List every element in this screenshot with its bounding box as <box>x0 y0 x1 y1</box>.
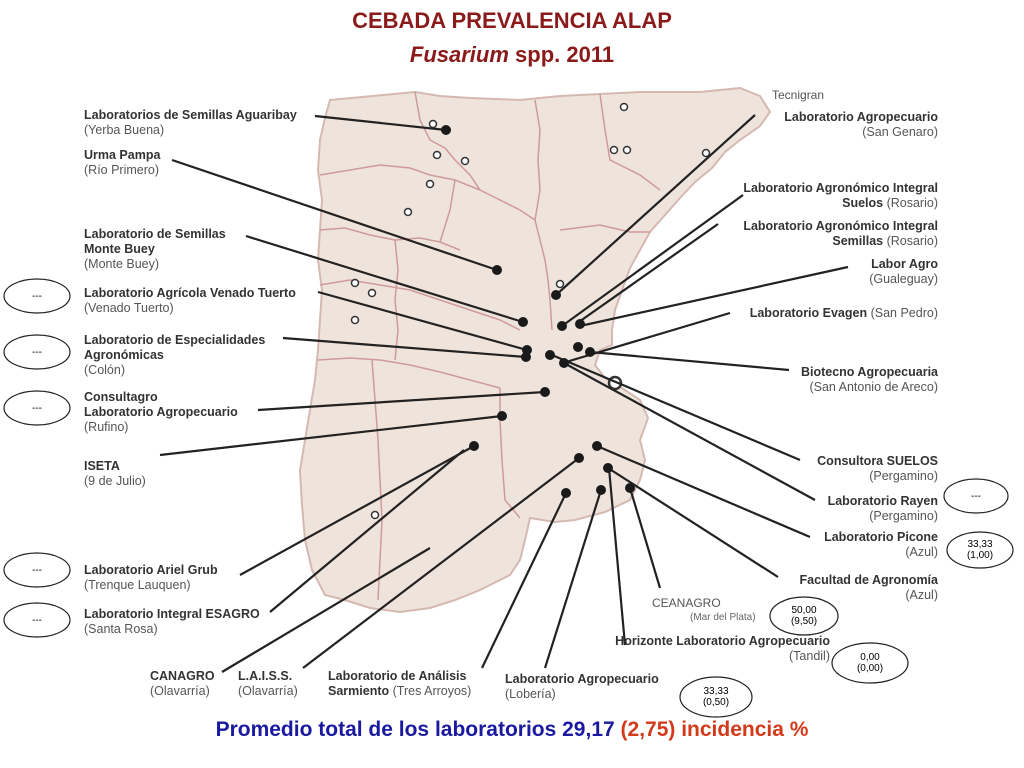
label-tecnigran: Tecnigran <box>772 88 825 102</box>
lab-semillas-rosario: Laboratorio Agronómico Integral Semillas … <box>743 219 938 248</box>
lab-monte-buey: Laboratorio de Semillas Monte Buey (Monte … <box>84 227 226 271</box>
lab-aguaribay: Laboratorios de Semillas Aguaribay (Yerba… <box>84 108 297 137</box>
lab-venado-tuerto: Laboratorio Agrícola Venado Tuerto (Venad… <box>84 286 296 315</box>
lab-labor-agro: Labor Agro (Gualeguay) <box>869 257 938 286</box>
subtitle-italic: Fusarium <box>409 42 509 67</box>
lab-horizonte: Horizonte Laboratorio Agropecuario (Tandi… <box>615 634 830 663</box>
result-oval-horizonte: 0,00 (0,00) <box>856 652 884 674</box>
map-title: CEBADA PREVALENCIA ALAP <box>352 8 672 33</box>
result-oval-esagro: --- <box>32 614 42 626</box>
lab-colon: Laboratorio de Especialidades Agronómicas… <box>84 333 266 377</box>
lab-laiss: L.A.I.S.S. (Olavarría) <box>238 669 298 698</box>
map-subtitle: Fusarium spp. 2011 <box>0 42 1024 68</box>
lab-rayen: Laboratorio Rayen (Pergamino) <box>827 494 938 523</box>
lab-rufino: Consultagro Laboratorio Agropecuario (Rufi… <box>84 390 238 434</box>
lab-esagro: Laboratorio Integral ESAGRO (Santa Rosa) <box>84 607 260 636</box>
result-ovals <box>3 278 1014 718</box>
map-land <box>298 86 772 614</box>
connector-lines <box>159 114 849 673</box>
result-oval-colon: --- <box>32 346 42 358</box>
lab-dots <box>441 125 635 498</box>
lab-suelos-rosario: Laboratorio Agronómico Integral Suelos (R… <box>743 181 938 210</box>
result-oval-venado-tuerto: --- <box>32 290 42 302</box>
result-oval-rufino: --- <box>32 402 42 414</box>
result-oval-ariel-grub: --- <box>32 564 42 576</box>
result-oval-rayen: --- <box>971 490 981 502</box>
town-markers <box>350 102 711 520</box>
footer-summary: Promedio total de los laboratorios 29,17… <box>0 718 1024 742</box>
lab-facultad-agronomia: Facultad de Agronomía (Azul) <box>799 573 938 602</box>
lab-iseta: ISETA (9 de Julio) <box>84 459 146 488</box>
lab-san-genaro: Laboratorio Agropecuario (San Genaro) <box>784 110 938 139</box>
footer-suffix: incidencia % <box>675 718 809 741</box>
province-borders <box>317 91 661 601</box>
lab-canagro: CANAGRO (Olavarría) <box>150 669 215 698</box>
lab-ariel-grub: Laboratorio Ariel Grub (Trenque Lauquen) <box>84 563 218 592</box>
result-oval-ceanagro: 50,00 (9,50) <box>790 605 818 627</box>
subtitle-rest: spp. 2011 <box>508 42 615 67</box>
lab-picone: Laboratorio Picone (Azul) <box>824 530 938 559</box>
footer-text: Promedio total de los laboratorios 29,17 <box>215 718 621 741</box>
label-ceanagro-loc: (Mar del Plata) <box>690 612 756 623</box>
footer-red-value: (2,75) <box>620 718 676 741</box>
label-ceanagro: CEANAGRO <box>652 596 721 610</box>
lab-loberia: Laboratorio Agropecuario (Lobería) <box>505 672 659 701</box>
result-oval-loberia: 33,33 (0,50) <box>702 686 730 708</box>
lab-urma-pampa: Urma Pampa (Río Primero) <box>84 148 161 177</box>
lab-sarmiento: Laboratorio de Análisis Sarmiento (Tres A… <box>328 669 472 698</box>
result-oval-picone: 33,33 (1,00) <box>966 539 994 561</box>
lab-evagen: Laboratorio Evagen (San Pedro) <box>749 306 938 320</box>
lab-consultora-suelos: Consultora SUELOS (Pergamino) <box>817 454 938 483</box>
lab-biotecno: Biotecno Agropecuaria (San Antonio de Are… <box>800 365 938 394</box>
